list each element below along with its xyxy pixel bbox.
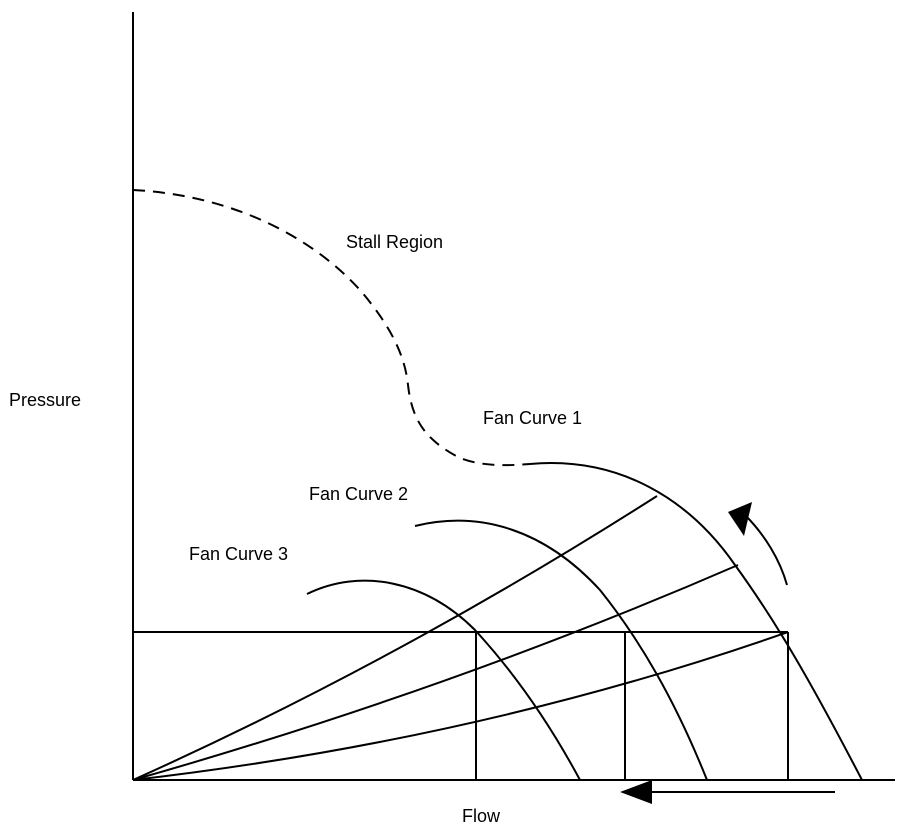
system-curve-high <box>132 495 658 781</box>
system-curve-mid <box>132 564 739 781</box>
flow-arrow-head <box>620 780 652 804</box>
fan-curve-2 <box>414 519 708 781</box>
stall-region-label: Stall Region <box>346 232 443 252</box>
stall-region-curve <box>132 189 531 467</box>
system-curve-low <box>132 631 789 781</box>
fan-curve-1 <box>529 462 863 781</box>
fan-curve-2-label: Fan Curve 2 <box>309 484 408 504</box>
curved-arrow-head <box>728 502 752 536</box>
fan-curve-3 <box>306 579 581 781</box>
y-axis-label: Pressure <box>9 390 81 410</box>
curved-arrow-shaft <box>744 514 788 586</box>
fan-curve-3-label: Fan Curve 3 <box>189 544 288 564</box>
x-axis-label: Flow <box>462 806 501 826</box>
fan-curve-1-label: Fan Curve 1 <box>483 408 582 428</box>
